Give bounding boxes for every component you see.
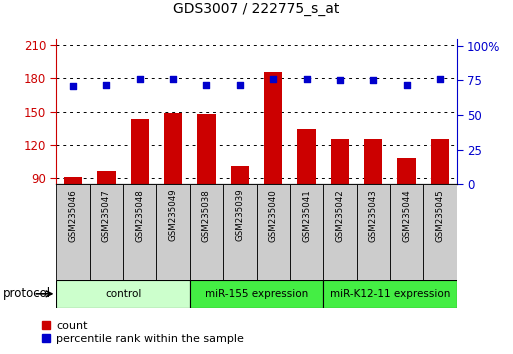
Bar bbox=[290, 184, 323, 280]
Bar bbox=[264, 73, 282, 184]
Bar bbox=[131, 119, 149, 184]
Bar bbox=[90, 184, 123, 280]
Point bbox=[235, 82, 244, 87]
Text: GSM235048: GSM235048 bbox=[135, 189, 144, 242]
Bar bbox=[190, 184, 223, 280]
Bar bbox=[331, 139, 349, 184]
Bar bbox=[256, 184, 290, 280]
Bar bbox=[423, 184, 457, 280]
Legend: count, percentile rank within the sample: count, percentile rank within the sample bbox=[42, 321, 244, 344]
Bar bbox=[164, 113, 182, 184]
Text: GDS3007 / 222775_s_at: GDS3007 / 222775_s_at bbox=[173, 2, 340, 16]
Text: GSM235047: GSM235047 bbox=[102, 189, 111, 242]
Text: protocol: protocol bbox=[3, 287, 51, 300]
Bar bbox=[64, 177, 82, 184]
Bar bbox=[398, 158, 416, 184]
Text: GSM235038: GSM235038 bbox=[202, 189, 211, 242]
Bar bbox=[123, 184, 156, 280]
Bar bbox=[231, 166, 249, 184]
Text: GSM235044: GSM235044 bbox=[402, 189, 411, 242]
Text: GSM235039: GSM235039 bbox=[235, 189, 244, 241]
Text: GSM235045: GSM235045 bbox=[436, 189, 444, 242]
Point bbox=[202, 82, 210, 87]
Text: GSM235040: GSM235040 bbox=[269, 189, 278, 242]
Text: miR-155 expression: miR-155 expression bbox=[205, 289, 308, 299]
Text: GSM235042: GSM235042 bbox=[336, 189, 344, 242]
Text: GSM235041: GSM235041 bbox=[302, 189, 311, 242]
Point bbox=[269, 76, 277, 82]
Text: GSM235043: GSM235043 bbox=[369, 189, 378, 242]
Bar bbox=[323, 184, 357, 280]
Bar bbox=[298, 129, 315, 184]
Bar bbox=[198, 114, 215, 184]
Point bbox=[402, 82, 410, 87]
Text: control: control bbox=[105, 289, 141, 299]
Bar bbox=[56, 280, 190, 308]
Bar bbox=[56, 184, 90, 280]
Point bbox=[336, 78, 344, 83]
Point bbox=[436, 76, 444, 82]
Bar bbox=[364, 139, 382, 184]
Point bbox=[135, 76, 144, 82]
Text: miR-K12-11 expression: miR-K12-11 expression bbox=[330, 289, 450, 299]
Text: GSM235046: GSM235046 bbox=[69, 189, 77, 242]
Bar bbox=[97, 171, 115, 184]
Bar bbox=[223, 184, 256, 280]
Point bbox=[102, 82, 110, 87]
Bar bbox=[190, 280, 323, 308]
Point bbox=[169, 76, 177, 82]
Point bbox=[69, 83, 77, 89]
Text: GSM235049: GSM235049 bbox=[169, 189, 177, 241]
Bar bbox=[390, 184, 423, 280]
Bar bbox=[323, 280, 457, 308]
Bar bbox=[431, 139, 449, 184]
Bar bbox=[357, 184, 390, 280]
Point bbox=[369, 78, 377, 83]
Point bbox=[302, 76, 310, 82]
Bar bbox=[156, 184, 190, 280]
